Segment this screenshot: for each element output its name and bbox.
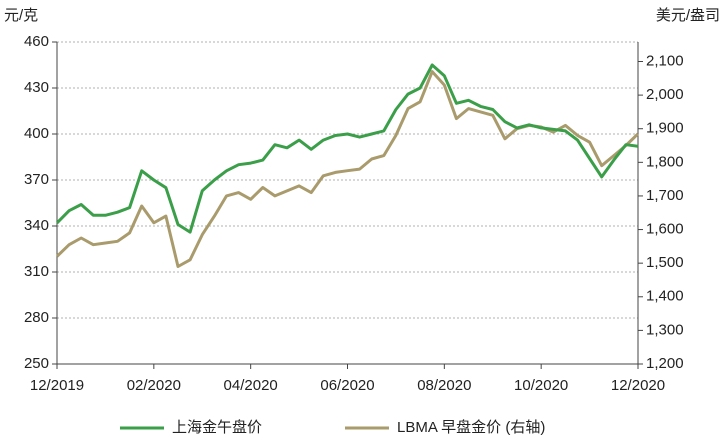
y2-tick-label: 2,000 — [646, 86, 684, 103]
y2-tick-label: 1,800 — [646, 153, 684, 170]
y2-axis-title: 美元/盎司 — [656, 7, 720, 24]
legend-label: 上海金午盘价 — [172, 418, 262, 436]
x-tick-label: 12/2020 — [611, 377, 665, 394]
y2-tick-label: 2,100 — [646, 52, 684, 69]
series-line — [55, 70, 640, 268]
x-tick-label: 10/2020 — [514, 377, 568, 394]
y2-tick-label: 1,400 — [646, 288, 684, 305]
y-axis-title: 元/克 — [4, 7, 38, 24]
x-tick-label: 12/2019 — [30, 377, 84, 394]
y2-tick-label: 1,200 — [646, 355, 684, 372]
y-tick-label: 400 — [24, 125, 49, 142]
y-tick-label: 340 — [24, 217, 49, 234]
y2-tick-label: 1,700 — [646, 187, 684, 204]
legend-label: LBMA 早盘金价 (右轴) — [397, 418, 545, 436]
x-tick-label: 08/2020 — [417, 377, 471, 394]
y2-tick-label: 1,300 — [646, 321, 684, 338]
y-tick-label: 310 — [24, 263, 49, 280]
y-tick-label: 460 — [24, 33, 49, 50]
series-line — [55, 63, 639, 234]
y2-tick-label: 1,900 — [646, 120, 684, 137]
y2-tick-label: 1,500 — [646, 254, 684, 271]
x-tick-label: 06/2020 — [320, 377, 374, 394]
x-tick-label: 04/2020 — [224, 377, 278, 394]
x-tick-label: 02/2020 — [127, 377, 181, 394]
y-tick-label: 370 — [24, 171, 49, 188]
y2-tick-label: 1,600 — [646, 221, 684, 238]
y-tick-label: 280 — [24, 309, 49, 326]
y-tick-label: 250 — [24, 355, 49, 372]
y-tick-label: 430 — [24, 79, 49, 96]
